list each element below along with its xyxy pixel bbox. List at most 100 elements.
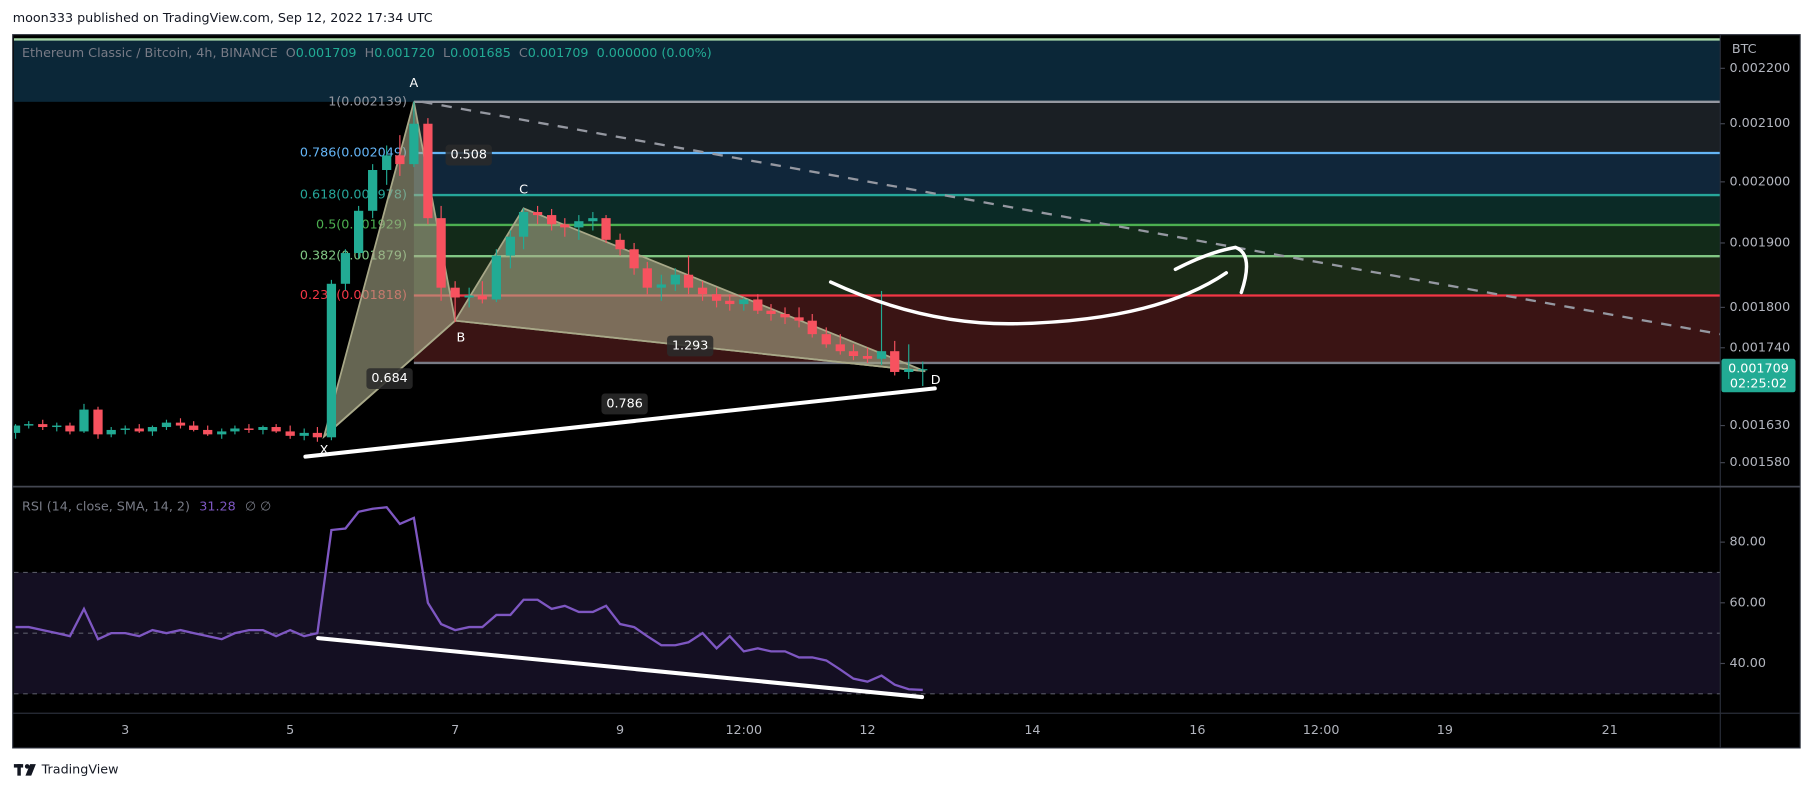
legend-text: 31.28 (199, 498, 235, 513)
pattern-ratio: 0.508 (451, 147, 487, 162)
candle-body (753, 299, 763, 311)
rsi-pane (13, 506, 1721, 695)
rsi-divergence-drawing (316, 636, 925, 700)
x-tick-label: 16 (1189, 722, 1205, 737)
price-pane: 1(0.002139) 0.786(0.002049) 0.618(0.001978… (13, 38, 1721, 442)
candle-body (505, 236, 516, 256)
fib-level-label: 0.786(0.002049) (300, 145, 407, 160)
ratio-label-bg (445, 144, 492, 166)
legend-text: C (519, 45, 528, 60)
legend-text: L (443, 45, 451, 60)
trend-line (421, 100, 1721, 336)
candle-body (326, 283, 337, 438)
footer-brand: TradingView (41, 761, 119, 776)
candle-body (560, 224, 570, 228)
candle-body (670, 274, 680, 285)
candle-body (93, 409, 103, 435)
rsi-legend: RSI (14, close, SMA, 14, 2) 31.28 ∅ ∅ (22, 498, 271, 513)
legend-text: RSI (14, close, SMA, 14, 2) (22, 498, 190, 513)
y-tick-label: 0.001630 (1730, 417, 1791, 432)
candle-body (518, 212, 529, 237)
tradingview-logo (13, 764, 36, 776)
y-tick-label: 0.001740 (1730, 339, 1791, 354)
candle-body (409, 123, 419, 165)
candle-body (615, 239, 625, 250)
arrow-drawing (828, 271, 1229, 326)
candle-body (890, 351, 900, 372)
candle-body (38, 424, 48, 428)
x-tick-label: 7 (451, 722, 459, 737)
candle-body (79, 409, 89, 432)
candle-body (780, 314, 790, 318)
candle-body (52, 425, 62, 428)
candle-body (340, 253, 351, 284)
candle-body (711, 294, 722, 301)
candle-body (299, 432, 309, 436)
pattern-ratio: 1.293 (672, 337, 708, 352)
logo-part (24, 764, 30, 769)
y-tick-label: 0.002000 (1730, 173, 1791, 188)
last-price-box (1721, 358, 1796, 393)
candle-body (574, 221, 584, 228)
x-tick-label: 9 (616, 722, 624, 737)
legend-text: Ethereum Classic / Bitcoin, 4h, BINANCE (22, 45, 278, 60)
candle-body (436, 218, 446, 288)
ratio-label-bg (366, 368, 413, 390)
candle-body (147, 427, 158, 432)
candle-body (918, 369, 928, 371)
candle-body (354, 210, 364, 254)
candle-body (656, 284, 666, 288)
legend-text: H (365, 45, 375, 60)
legend-text: O (286, 45, 296, 60)
candle-body (189, 425, 199, 430)
axis-currency: BTC (1732, 41, 1757, 56)
support-drawing (303, 386, 937, 459)
candle-body (285, 431, 295, 436)
candle-body (739, 299, 749, 305)
candle-body (368, 170, 378, 211)
fib-band (413, 153, 1721, 196)
candle-body (477, 295, 487, 300)
candle-body (134, 428, 144, 432)
candle-body (203, 429, 213, 435)
candle-body (821, 334, 831, 345)
logo-part (17, 764, 21, 776)
legend-text: ∅ ∅ (245, 498, 271, 513)
x-tick-label: 12:00 (1303, 722, 1340, 737)
candle-body (106, 429, 116, 435)
x-tick-label: 12:00 (725, 722, 762, 737)
fib-level-label: 1(0.002139) (328, 93, 407, 108)
legend-text: 0.001685 (450, 45, 511, 60)
candle-body (725, 300, 735, 305)
candle-body (642, 268, 652, 288)
legend-text: 0.001709 (296, 45, 357, 60)
candle-body (65, 425, 75, 432)
publish-header: moon333 published on TradingView.com, Se… (13, 10, 433, 25)
logo-part (25, 764, 36, 776)
candle-body (876, 351, 887, 359)
candle-body (464, 295, 474, 298)
candle-body (24, 424, 34, 426)
fib-band (413, 101, 1721, 154)
pattern-point-label: D (931, 372, 941, 387)
fib-band (13, 39, 1721, 102)
candle-body (423, 123, 433, 219)
candle-body (904, 369, 914, 372)
candle-body (794, 317, 804, 321)
candle-body (532, 212, 543, 216)
y-tick-label: 0.001900 (1730, 234, 1791, 249)
candle-body (13, 425, 21, 433)
y-tick-label: 0.001800 (1730, 299, 1791, 314)
x-tick-label: 3 (121, 722, 129, 737)
candle-body (588, 218, 598, 222)
arrow-head-drawing (1173, 245, 1249, 295)
ratio-label-bg (601, 393, 648, 415)
candle-body (230, 428, 240, 432)
candle-body (450, 287, 460, 298)
y-tick-label: 0.002100 (1730, 115, 1791, 130)
pattern-point-label: C (519, 181, 528, 196)
pattern-ratio: 0.786 (606, 395, 642, 410)
candle-body (395, 155, 405, 165)
candle-body (848, 351, 859, 357)
